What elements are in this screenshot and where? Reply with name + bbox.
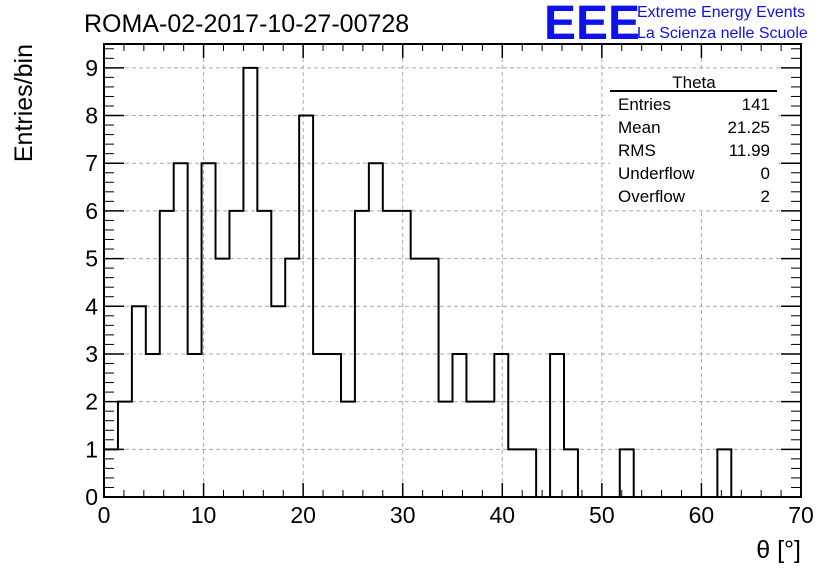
histogram-bin (216, 259, 230, 497)
x-tick-label: 20 (290, 502, 316, 528)
histogram-bin (411, 259, 425, 497)
histogram-bin (341, 402, 355, 497)
histogram-bin (132, 306, 146, 497)
x-tick-labels: 0 10 20 30 40 50 60 70 (98, 502, 814, 528)
histogram-bin (439, 402, 453, 497)
histogram-bin (425, 259, 439, 497)
y-tick-label: 7 (85, 150, 98, 176)
histogram-bin (285, 259, 299, 497)
y-tick-label: 2 (85, 389, 98, 415)
stats-box-background (610, 70, 778, 210)
y-tick-label: 9 (85, 55, 98, 81)
histogram-bin (146, 354, 160, 497)
histogram-bin (369, 163, 383, 497)
stats-value: 0 (761, 164, 770, 183)
stats-value: 141 (742, 95, 770, 114)
x-tick-label: 10 (191, 502, 217, 528)
y-tick-label: 8 (85, 103, 98, 129)
stats-label: RMS (618, 141, 656, 160)
logo-line-1: Extreme Energy Events (637, 4, 806, 21)
x-tick-label: 0 (98, 502, 111, 528)
plot-frame (103, 43, 802, 498)
eee-logo: EEE Extreme Energy Events La Scienza nel… (544, 0, 834, 50)
x-tick-label: 40 (489, 502, 515, 528)
stats-rows: Entries 141 Mean 21.25 RMS 11.99 Underflow 0 Ove… (618, 95, 770, 206)
histogram-bin (299, 116, 313, 497)
histogram-bin (550, 354, 564, 497)
histogram-bin (327, 354, 341, 497)
x-tick-label: 30 (390, 502, 416, 528)
histogram-bin (397, 211, 411, 497)
histogram-bin (453, 354, 467, 497)
axis-ticks (103, 44, 802, 498)
x-axis-label: θ [°] (756, 536, 801, 564)
histogram-bin (174, 163, 188, 497)
histogram-bin (620, 449, 634, 497)
x-tick-label: 60 (689, 502, 715, 528)
histogram-bin (160, 211, 174, 497)
histogram-bin (522, 449, 536, 497)
y-tick-label: 6 (85, 198, 98, 224)
y-axis-label: Entries/bin (10, 44, 38, 162)
y-tick-label: 4 (85, 293, 98, 319)
stats-title: Theta (672, 73, 716, 92)
logo-mark: EEE (544, 0, 641, 50)
stats-label: Entries (618, 95, 671, 114)
histogram-bin (257, 211, 271, 497)
y-tick-label: 1 (85, 436, 98, 462)
x-tick-label: 70 (788, 502, 814, 528)
histogram-bin (104, 449, 118, 497)
histogram-bin (717, 449, 731, 497)
histogram-bin (480, 402, 494, 497)
stats-value: 11.99 (729, 141, 770, 160)
histogram-bin (243, 68, 257, 497)
histogram-bin (355, 211, 369, 497)
histogram-bin (271, 306, 285, 497)
stats-value: 2 (761, 187, 770, 206)
stats-box: Theta Entries 141 Mean 21.25 RMS 11.99 Underfl… (610, 70, 778, 210)
stats-label: Mean (618, 118, 661, 137)
y-tick-label: 3 (85, 341, 98, 367)
y-tick-label: 5 (85, 246, 98, 272)
histogram-bin (188, 354, 202, 497)
stats-label: Overflow (618, 187, 686, 206)
y-tick-label: 0 (85, 484, 98, 510)
histogram-bin (564, 449, 578, 497)
histogram-bin (508, 449, 522, 497)
y-tick-labels: 0 1 2 3 4 5 6 7 8 9 (85, 55, 98, 510)
histogram-bin (202, 163, 216, 497)
histogram-bin (383, 211, 397, 497)
stats-label: Underflow (618, 164, 695, 183)
histogram-bin (313, 354, 327, 497)
x-tick-label: 50 (589, 502, 615, 528)
stats-value: 21.25 (727, 118, 770, 137)
histogram-bin (229, 211, 243, 497)
histogram-bin (494, 354, 508, 497)
histogram-bin (466, 402, 480, 497)
page-title: ROMA-02-2017-10-27-00728 (84, 10, 410, 38)
grid-lines (104, 44, 801, 497)
logo-line-2: La Scienza nelle Scuole (637, 25, 808, 42)
